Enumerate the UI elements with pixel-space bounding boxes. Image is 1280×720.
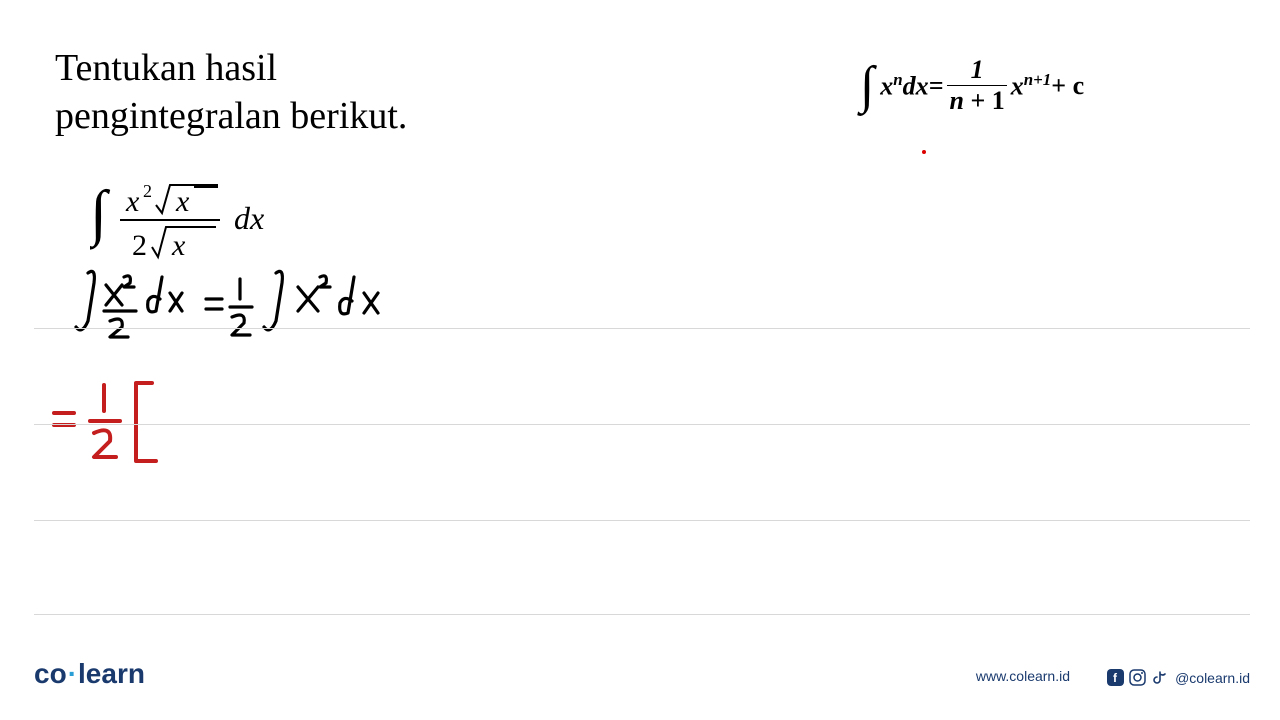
social-links: f @colearn.id bbox=[1107, 669, 1250, 686]
integral-power-rule: ∫ xndx = 1 n + 1 xn+1 + c bbox=[860, 55, 1084, 116]
problem-title: Tentukan hasil pengintegralan berikut. bbox=[55, 45, 407, 140]
fraction-1-over-n-plus-1: 1 n + 1 bbox=[947, 55, 1006, 116]
formula-xn: xndx bbox=[880, 70, 928, 102]
problem-integral: ∫ x 2 x 2 x dx bbox=[90, 175, 290, 270]
instagram-icon bbox=[1129, 669, 1146, 686]
svg-text:x: x bbox=[171, 229, 186, 262]
social-handle: @colearn.id bbox=[1175, 670, 1250, 686]
plus-c: + c bbox=[1051, 71, 1084, 101]
formula-x-n1: xn+1 bbox=[1011, 70, 1051, 102]
work-step-2 bbox=[50, 375, 190, 480]
svg-text:x: x bbox=[125, 185, 140, 218]
svg-text:2: 2 bbox=[143, 181, 152, 201]
slide-content: Tentukan hasil pengintegralan berikut. ∫… bbox=[0, 0, 1280, 720]
ruled-line bbox=[34, 424, 1250, 425]
facebook-icon: f bbox=[1107, 669, 1124, 686]
red-dot-marker bbox=[922, 150, 926, 154]
svg-text:dx: dx bbox=[234, 200, 264, 236]
svg-text:∫: ∫ bbox=[90, 179, 111, 250]
tiktok-icon bbox=[1151, 669, 1168, 686]
title-line1: Tentukan hasil bbox=[55, 47, 277, 89]
website-url: www.colearn.id bbox=[976, 668, 1070, 684]
equals: = bbox=[929, 71, 944, 101]
svg-text:x: x bbox=[175, 185, 190, 218]
ruled-line bbox=[34, 328, 1250, 329]
footer: co·learn www.colearn.id f @colearn.id bbox=[0, 658, 1280, 690]
ruled-line bbox=[34, 614, 1250, 615]
ruled-line bbox=[34, 520, 1250, 521]
svg-text:2: 2 bbox=[132, 229, 147, 262]
work-step-1 bbox=[70, 265, 430, 350]
integral-sign-icon: ∫ bbox=[860, 56, 874, 115]
title-line2: pengintegralan berikut. bbox=[55, 95, 407, 137]
colearn-logo: co·learn bbox=[34, 658, 145, 690]
